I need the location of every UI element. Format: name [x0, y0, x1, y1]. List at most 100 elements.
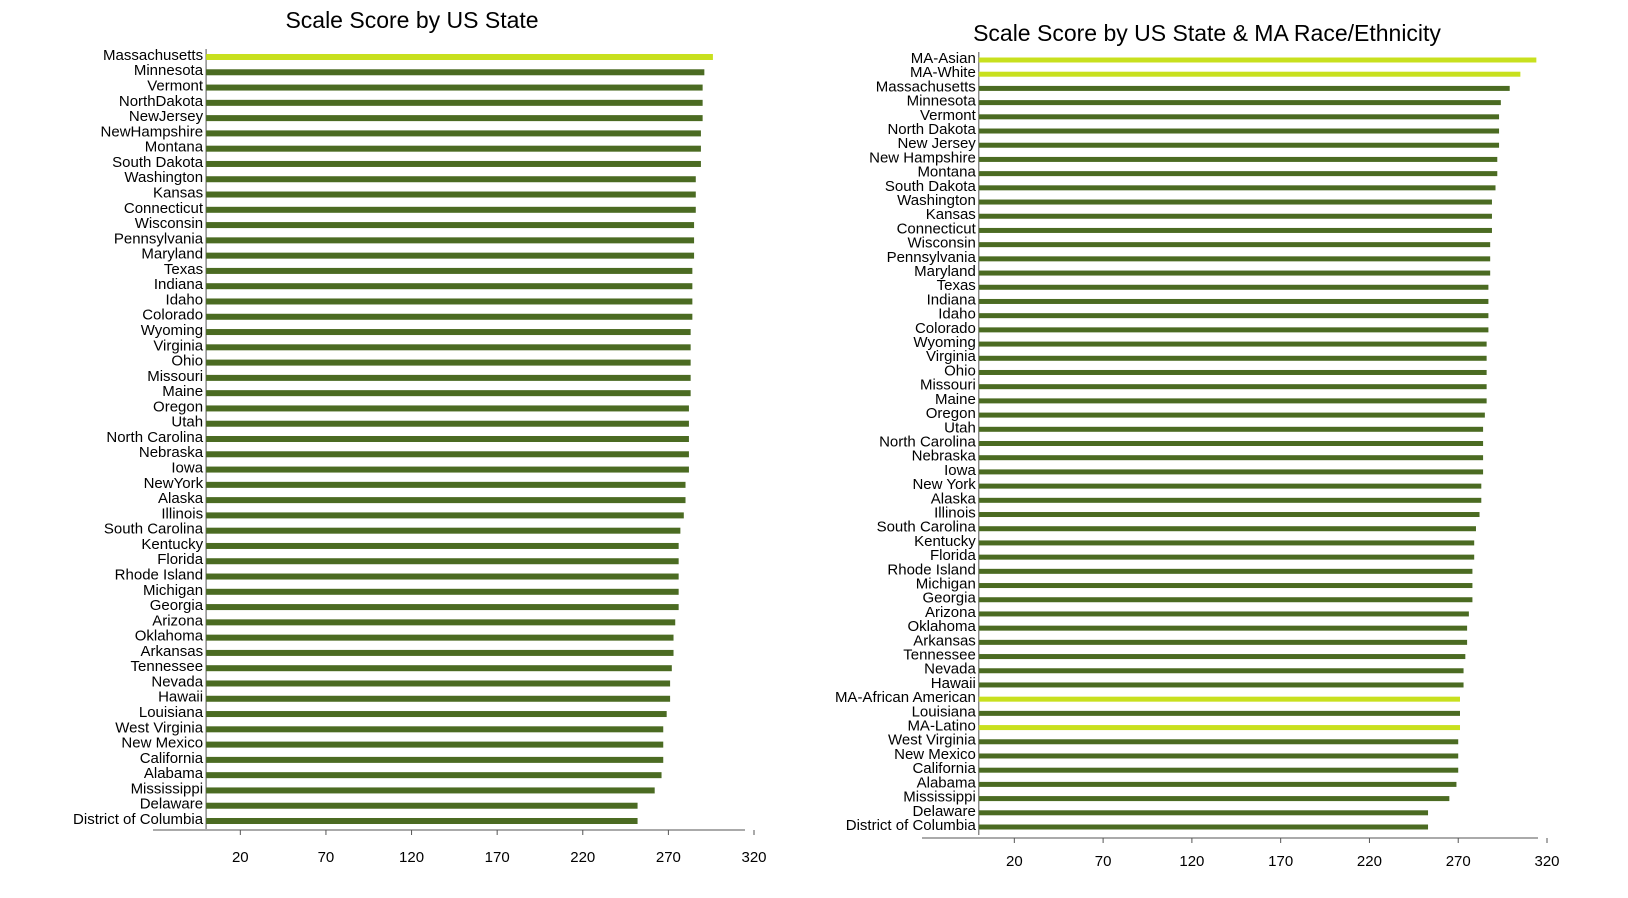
x-tick-label: 270	[656, 849, 681, 866]
bar	[978, 100, 1501, 106]
category-label: Oregon	[926, 405, 976, 422]
category-label: Colorado	[915, 320, 976, 337]
category-label: Iowa	[171, 460, 203, 477]
bar	[206, 451, 689, 458]
category-label: Missouri	[920, 377, 976, 394]
category-label: California	[912, 760, 976, 777]
bar	[978, 568, 1473, 574]
category-label: New Jersey	[897, 135, 976, 152]
category-label: Pennsylvania	[887, 249, 977, 266]
category-label: Texas	[937, 277, 976, 294]
category-label: New Mexico	[121, 735, 203, 752]
bar	[978, 128, 1500, 134]
category-label: Maryland	[141, 246, 203, 263]
bar	[206, 649, 674, 656]
bar	[978, 313, 1489, 319]
category-label: Alabama	[917, 774, 977, 791]
bar	[978, 554, 1475, 560]
bar	[206, 726, 664, 733]
category-label: Michigan	[143, 582, 203, 599]
category-label: Idaho	[938, 306, 976, 323]
chart-title: Scale Score by US State & MA Race/Ethnic…	[973, 20, 1441, 46]
category-label: Alabama	[144, 765, 204, 782]
category-label: NewYork	[144, 475, 204, 492]
bar	[206, 665, 672, 672]
bar	[978, 327, 1489, 333]
bar	[978, 71, 1521, 77]
category-label: South Dakota	[885, 178, 977, 195]
bar	[206, 99, 703, 106]
bar	[978, 639, 1468, 645]
bar	[978, 171, 1498, 177]
bar	[206, 802, 638, 809]
category-label: Tennessee	[903, 647, 976, 664]
category-label: MA-White	[910, 64, 976, 81]
category-label: Tennessee	[131, 658, 204, 675]
category-label: Kentucky	[914, 533, 976, 550]
category-label: Minnesota	[134, 62, 204, 79]
bar	[206, 115, 703, 122]
category-label: Nebraska	[139, 444, 204, 461]
category-label: Oregon	[153, 398, 203, 415]
bar	[978, 781, 1457, 787]
category-label: Wisconsin	[135, 215, 203, 232]
category-label: Maine	[935, 391, 976, 408]
category-label: Arkansas	[913, 632, 976, 649]
bar	[206, 741, 664, 748]
category-label: West Virginia	[115, 719, 203, 736]
bar	[206, 772, 662, 779]
category-label: Illinois	[934, 504, 976, 521]
category-label: District of Columbia	[73, 811, 204, 828]
bar	[978, 654, 1466, 660]
bar	[978, 540, 1475, 546]
bar	[206, 512, 684, 519]
bar	[978, 341, 1487, 347]
category-label: Hawaii	[158, 689, 203, 706]
category-label: MA-Latino	[907, 718, 975, 735]
x-tick-label: 170	[485, 849, 510, 866]
bar	[978, 739, 1459, 745]
bar	[978, 696, 1460, 702]
category-label: Maine	[162, 383, 203, 400]
bar	[978, 384, 1487, 390]
bar	[978, 242, 1491, 248]
bar	[206, 69, 705, 76]
bar	[978, 725, 1460, 731]
bar	[978, 441, 1484, 446]
category-label: Florida	[930, 547, 977, 564]
category-label: Wisconsin	[907, 235, 975, 252]
chart-title: Scale Score by US State	[285, 7, 538, 33]
bar	[206, 374, 691, 381]
category-label: Arizona	[152, 612, 204, 629]
category-label: Alaska	[158, 490, 204, 507]
category-label: California	[140, 750, 204, 767]
bar	[206, 130, 701, 137]
category-label: Idaho	[166, 291, 204, 308]
bar	[978, 142, 1500, 148]
category-label: Oklahoma	[907, 618, 976, 635]
bar	[978, 668, 1464, 674]
bar	[206, 711, 667, 718]
category-label: Kentucky	[141, 536, 203, 553]
category-label: North Dakota	[887, 121, 976, 138]
category-label: North Carolina	[879, 433, 976, 450]
bar	[978, 512, 1480, 518]
bar	[206, 252, 695, 259]
category-label: Ohio	[944, 362, 976, 379]
bar	[978, 682, 1464, 688]
bar	[978, 114, 1500, 120]
category-label: Washington	[897, 192, 976, 209]
bar	[206, 222, 695, 229]
category-label: MA-Asian	[911, 50, 976, 67]
bar	[978, 426, 1484, 432]
category-label: Iowa	[944, 462, 976, 479]
bar	[206, 405, 689, 412]
category-label: Michigan	[916, 576, 976, 593]
category-label: Pennsylvania	[114, 230, 204, 247]
x-tick-label: 70	[1095, 853, 1112, 870]
category-label: Virginia	[153, 337, 203, 354]
bar	[978, 767, 1459, 773]
category-label: Oklahoma	[135, 628, 204, 645]
x-tick-label: 120	[1179, 853, 1204, 870]
bar	[206, 680, 671, 687]
